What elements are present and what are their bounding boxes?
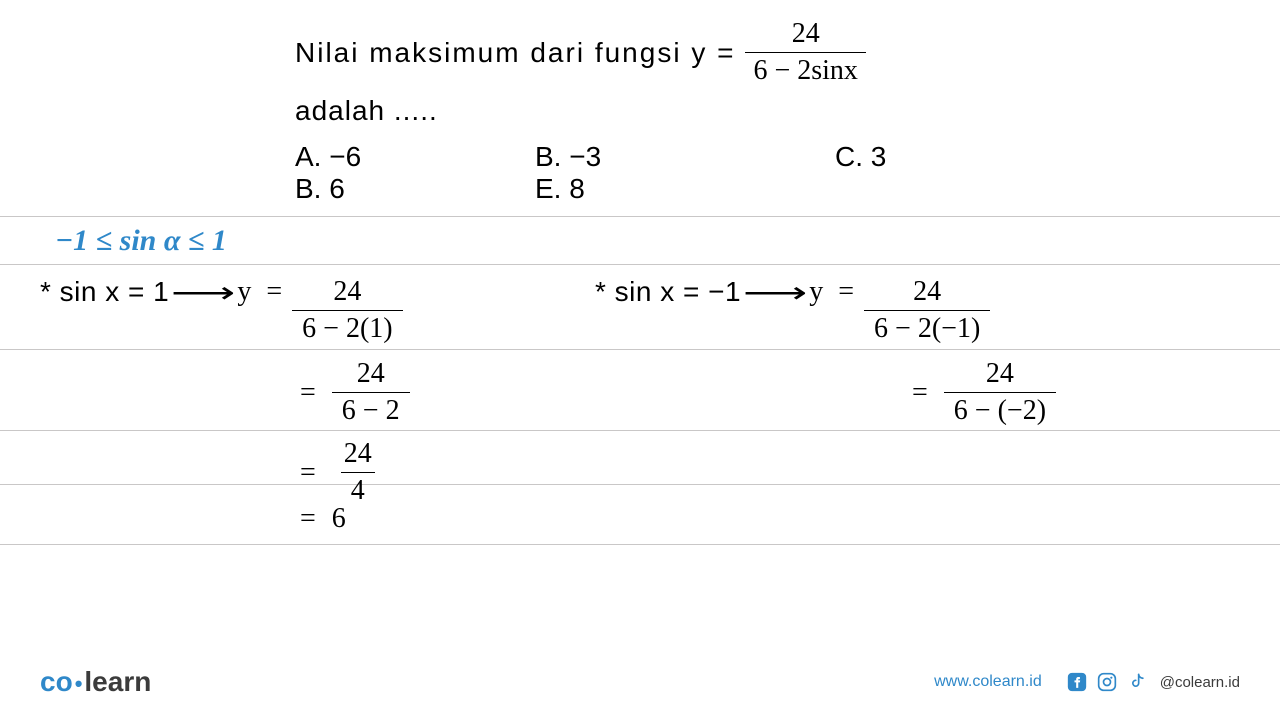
- case1-fraction-1: 24 6 − 2(1): [292, 276, 402, 345]
- case2-fraction-1: 24 6 − 2(−1): [864, 276, 990, 345]
- logo-learn: learn: [84, 666, 151, 697]
- rule-line: [0, 216, 1280, 217]
- option-a: A. −6: [295, 141, 535, 173]
- case2-label: * sin x = −1: [595, 276, 741, 308]
- case2-fraction-2: 24 6 − (−2): [944, 358, 1056, 427]
- equals-sign: =: [300, 503, 316, 535]
- option-b-bottom: B. 6: [295, 173, 535, 205]
- question-prefix: Nilai maksimum dari fungsi y =: [295, 37, 735, 69]
- frac-den: 4: [341, 472, 375, 507]
- options-row-1: A. −6 B. −3 C. 3: [295, 141, 1195, 173]
- arrow-icon: ⟶: [171, 276, 235, 310]
- equals-sign: =: [300, 457, 316, 489]
- case2-row1: * sin x = −1 ⟶ y = 24 6 − 2(−1): [595, 276, 990, 345]
- question-suffix: adalah .....: [295, 95, 1195, 127]
- question-fraction: 24 6 − 2sinx: [745, 18, 865, 87]
- case1-row3: = 24 4: [300, 438, 384, 507]
- frac-den: 6 − (−2): [944, 392, 1056, 427]
- rule-line: [0, 544, 1280, 545]
- instagram-icon: [1096, 671, 1118, 693]
- fraction-denominator: 6 − 2sinx: [745, 52, 865, 87]
- footer: co•learn www.colearn.id @colearn.id: [0, 666, 1280, 698]
- facebook-icon: [1066, 671, 1088, 693]
- case1-fraction-2: 24 6 − 2: [332, 358, 410, 427]
- sine-range: −1 ≤ sin α ≤ 1: [55, 224, 227, 258]
- tiktok-icon: [1126, 671, 1148, 693]
- brand-logo: co•learn: [40, 666, 151, 698]
- arrow-icon: ⟶: [743, 276, 807, 310]
- frac-num: 24: [974, 358, 1026, 392]
- fraction-numerator: 24: [782, 18, 830, 52]
- frac-num: 24: [345, 358, 397, 392]
- logo-co: co: [40, 666, 73, 697]
- rule-line: [0, 349, 1280, 350]
- rule-line: [0, 264, 1280, 265]
- option-e: E. 8: [535, 173, 835, 205]
- frac-den: 6 − 2(1): [292, 310, 402, 345]
- frac-den: 6 − 2: [332, 392, 410, 427]
- options-block: A. −6 B. −3 C. 3 B. 6 E. 8: [295, 141, 1195, 205]
- website-url: www.colearn.id: [934, 673, 1042, 691]
- y-equals: y =: [237, 276, 286, 308]
- case1-row2: = 24 6 − 2: [300, 358, 410, 427]
- question-block: Nilai maksimum dari fungsi y = 24 6 − 2s…: [295, 18, 1195, 205]
- case2-row2: = 24 6 − (−2): [912, 358, 1056, 427]
- frac-den: 6 − 2(−1): [864, 310, 990, 345]
- social-handle: @colearn.id: [1160, 674, 1240, 691]
- equals-sign: =: [912, 377, 928, 409]
- frac-num: 24: [901, 276, 953, 310]
- y-equals: y =: [809, 276, 858, 308]
- rule-line: [0, 484, 1280, 485]
- logo-dot: •: [73, 671, 85, 696]
- equals-sign: =: [300, 377, 316, 409]
- case1-fraction-3: 24 4: [332, 438, 384, 507]
- question-line-1: Nilai maksimum dari fungsi y = 24 6 − 2s…: [295, 18, 1195, 87]
- option-b-top: B. −3: [535, 141, 835, 173]
- frac-num: 24: [332, 438, 384, 472]
- option-c: C. 3: [835, 141, 985, 173]
- case1-row1: * sin x = 1 ⟶ y = 24 6 − 2(1): [40, 276, 403, 345]
- case1-result: = 6: [300, 503, 346, 535]
- social-block: @colearn.id: [1066, 671, 1240, 693]
- case1-label: * sin x = 1: [40, 276, 169, 308]
- frac-num: 24: [321, 276, 373, 310]
- result-value: 6: [332, 503, 346, 535]
- rule-line: [0, 430, 1280, 431]
- options-row-2: B. 6 E. 8: [295, 173, 1195, 205]
